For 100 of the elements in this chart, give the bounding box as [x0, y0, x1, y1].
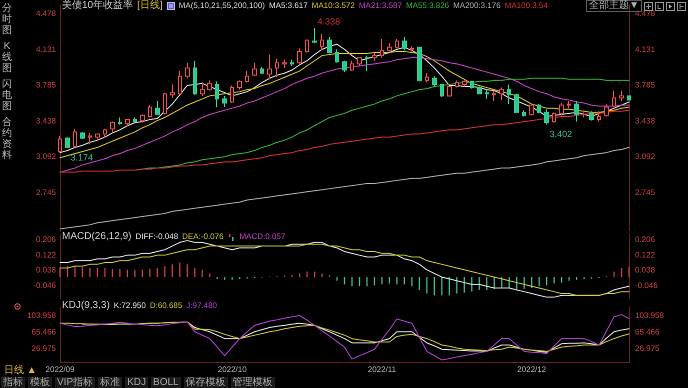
series-label: DEA:-0.076 [182, 232, 224, 242]
candlestick [462, 80, 467, 88]
y-tick-label: 65.466 [32, 327, 57, 336]
candlestick [387, 42, 392, 52]
line-series [60, 110, 630, 173]
candlestick [544, 108, 549, 125]
text: 日线 ▲ [4, 365, 37, 376]
x-tick-label: 2022/10 [218, 365, 248, 374]
chart-subtitle: [日线] [137, 0, 163, 11]
candlestick [357, 57, 362, 66]
text: K线图 [1, 41, 13, 74]
annotation: 3.402 [550, 129, 572, 139]
candlestick [574, 100, 579, 122]
candlestick [470, 80, 474, 90]
text: BOLL [151, 377, 181, 388]
candlestick [447, 86, 452, 98]
candlestick [65, 136, 70, 149]
candlestick [320, 33, 324, 51]
candlestick [140, 114, 145, 124]
y2-tick-label: 3.092 [635, 152, 656, 161]
candlestick [125, 119, 130, 126]
y-tick-label: 4.478 [36, 8, 57, 18]
candlestick [342, 60, 347, 73]
candlestick [215, 80, 219, 108]
candlestick [380, 38, 384, 58]
x-tick-label: 2022/11 [368, 365, 397, 374]
candlestick [455, 80, 459, 88]
candlestick [103, 128, 107, 139]
y2-tick-label: 2.745 [635, 188, 656, 197]
candlestick [432, 76, 437, 88]
candlestick [597, 110, 601, 122]
candlestick [582, 112, 586, 118]
candlestick [589, 110, 594, 122]
candlestick [567, 100, 571, 109]
series-label: J:97.480 [186, 301, 217, 311]
y-tick-label: 0.038 [36, 266, 57, 275]
y-tick-label: 3.438 [36, 116, 57, 126]
candlestick [282, 59, 287, 68]
candlestick [305, 40, 309, 53]
y2-tick-label: -0.046 [635, 280, 658, 290]
candlestick [514, 93, 519, 113]
chart-title: MACD(26,12,9) [62, 231, 132, 242]
text: MA100:3.54 [504, 1, 548, 11]
text: 合约资料 [1, 117, 13, 161]
y-tick-label: 4.131 [36, 44, 57, 54]
y2-tick-label: 0.038 [635, 266, 656, 275]
text: VIP指标 [55, 377, 96, 388]
candlestick [148, 104, 152, 118]
text: MA200:3.176 [453, 1, 501, 11]
candlestick [163, 92, 167, 115]
text: 分时图 [1, 3, 13, 36]
y2-tick-label: 26.975 [635, 344, 660, 353]
candlestick [552, 112, 556, 124]
candlestick [350, 60, 354, 72]
line-series [60, 57, 630, 173]
y2-tick-label: 0.122 [635, 250, 656, 260]
candlestick [335, 48, 339, 64]
candlestick [410, 46, 414, 52]
y-tick-label: 26.975 [32, 344, 57, 353]
candlestick [230, 84, 234, 104]
candlestick [260, 66, 264, 75]
text: 模板 [28, 377, 52, 388]
text: 标准 [98, 377, 122, 388]
candlestick [245, 70, 249, 83]
y-tick-label: 0.206 [36, 234, 57, 244]
text: KDJ [125, 377, 148, 388]
text: 闪电图 [1, 79, 13, 112]
candlestick [507, 84, 511, 105]
candlestick [297, 48, 302, 64]
candlestick [80, 131, 85, 140]
candlestick [327, 36, 332, 54]
text: MA10:3.572 [312, 1, 355, 11]
y-tick-label: 0.122 [36, 250, 57, 260]
candlestick [365, 55, 369, 72]
text: 保存模板 [184, 377, 228, 388]
candlestick [312, 27, 317, 44]
y-tick-label: 3.092 [36, 152, 57, 161]
candlestick [207, 80, 212, 92]
annotation: 4.338 [318, 16, 340, 26]
candlestick [275, 58, 279, 78]
candlestick [402, 36, 407, 51]
y-tick-label: -0.046 [33, 280, 57, 290]
candlestick [267, 54, 272, 80]
y-tick-label: 103.958 [27, 311, 57, 320]
candlestick [185, 62, 190, 79]
candlestick [193, 60, 197, 96]
text: 指标 [1, 377, 25, 388]
candlestick [395, 38, 399, 49]
candlestick [110, 121, 115, 132]
line-series [60, 314, 630, 360]
candlestick [222, 95, 227, 108]
candlestick [425, 72, 429, 83]
candlestick [627, 95, 631, 100]
y-tick-label: 3.785 [36, 80, 57, 90]
y2-tick-label: 3.438 [635, 116, 656, 126]
candlestick [612, 90, 616, 108]
candlestick [604, 104, 609, 117]
text: MA5:3.617 [268, 1, 308, 11]
legend-title: MA(5,10,21,55,200,100) [178, 1, 265, 11]
candlestick [440, 84, 444, 98]
